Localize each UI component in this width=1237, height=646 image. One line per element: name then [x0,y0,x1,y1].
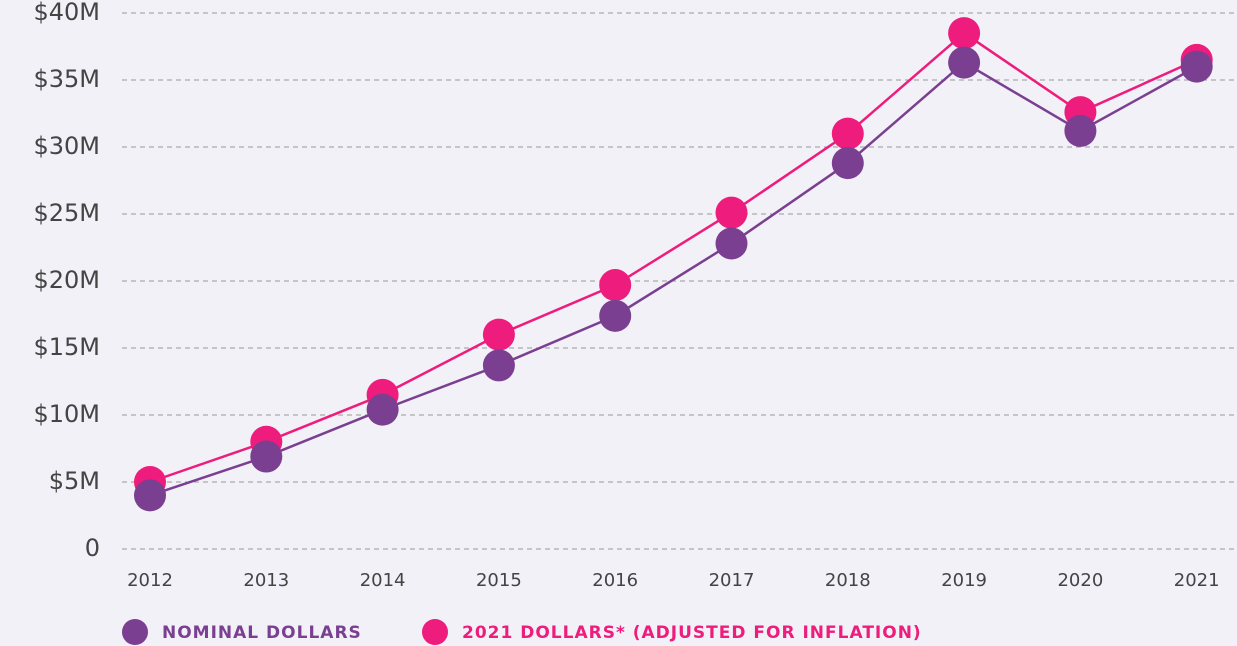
x-tick-label: 2019 [941,570,987,591]
legend-marker [422,619,448,645]
data-point [948,46,981,79]
y-tick-label: $30M [33,132,100,160]
legend-label: 2021 DOLLARS* (ADJUSTED FOR INFLATION) [462,623,922,643]
data-point [715,227,748,260]
data-point [366,393,399,426]
y-tick-label: $15M [33,333,100,361]
y-tick-label: $10M [33,400,100,428]
legend-label: NOMINAL DOLLARS [162,623,362,643]
x-tick-label: 2012 [127,570,173,591]
data-point [599,269,632,302]
y-tick-label: $5M [49,467,100,495]
data-point [831,117,864,150]
data-point [599,299,632,332]
x-tick-label: 2017 [709,570,755,591]
data-point [715,196,748,229]
data-point [1180,50,1213,83]
y-tick-label: $20M [33,266,100,294]
data-point [482,349,515,382]
y-tick-label: $35M [33,65,100,93]
legend-marker [122,619,148,645]
y-tick-label: $25M [33,199,100,227]
y-tick-label: $40M [33,0,100,26]
x-tick-label: 2018 [825,570,871,591]
y-tick-label: 0 [85,534,100,562]
data-point [134,479,166,512]
x-tick-label: 2014 [360,570,406,591]
data-point [948,17,981,50]
series-line [149,31,1198,484]
x-tick-label: 2013 [243,570,289,591]
x-tick-label: 2020 [1057,570,1103,591]
data-point [482,318,515,351]
data-point [831,147,864,180]
data-point [1064,114,1097,147]
series-line [149,61,1198,497]
x-tick-label: 2016 [592,570,638,591]
x-tick-label: 2021 [1174,570,1220,591]
x-tick-label: 2015 [476,570,522,591]
data-point [250,440,283,473]
